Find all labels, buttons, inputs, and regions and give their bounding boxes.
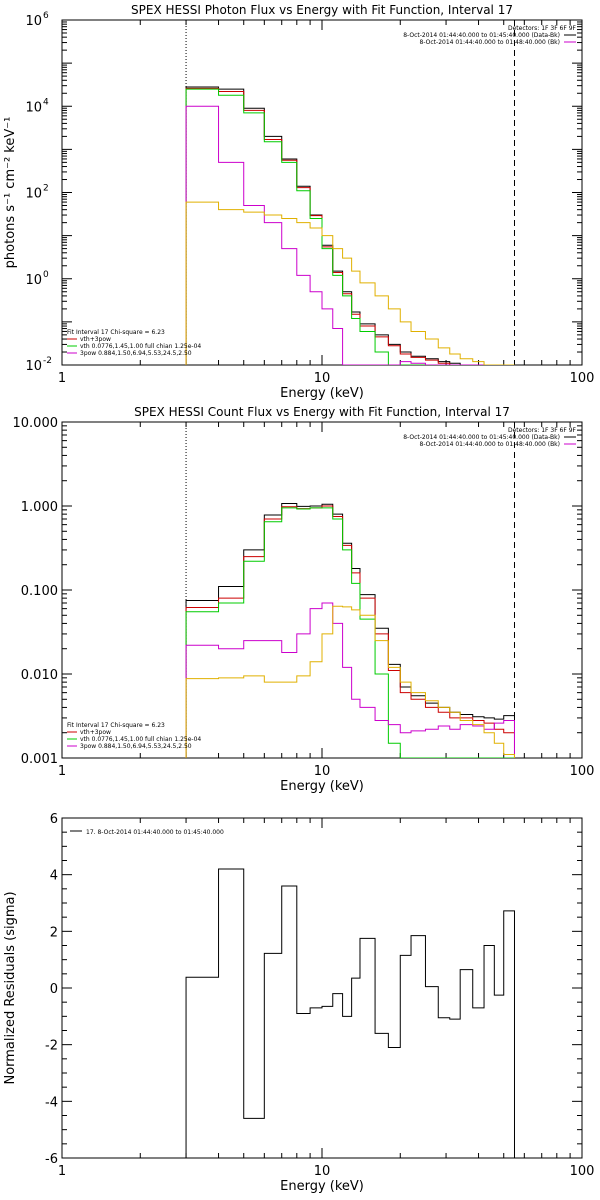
legend-top: Detectors: 1F 3F 6F 9F8-Oct-2014 01:44:4… (403, 25, 576, 46)
legend-top: Detectors: 1F 3F 6F 9F8-Oct-2014 01:44:4… (403, 427, 576, 448)
y-tick-label: 10 (25, 187, 42, 202)
fit-legend-header: Fit Interval 17 Chi-square = 6.23 (67, 329, 165, 336)
x-axis-ticks: 1 10 100 (58, 818, 595, 1179)
series-group (185, 86, 515, 365)
x-tick-label: 10 (314, 371, 331, 386)
x-axis-label: Energy (keV) (280, 386, 364, 401)
x-tick-label: 10 (314, 1164, 331, 1179)
y-tick-label: 6 (50, 812, 58, 827)
y-axis-ticks: -6 -4 -2 0 2 4 6 (45, 812, 582, 1167)
y-tick-label: 10 (25, 14, 42, 29)
y-axis-ticks: 0.001 0.010 0.100 1.000 10.000 (13, 416, 582, 767)
x-axis-label: Energy (keV) (280, 1179, 364, 1194)
x-axis-label: Energy (keV) (280, 779, 364, 794)
chart-title: SPEX HESSI Count Flux vs Energy with Fit… (134, 405, 510, 419)
chart-panel-3: 1 10 100 -6 -4 -2 0 2 4 6 Energy (keV) Normalized R… (3, 812, 594, 1194)
y-tick-label: -4 (45, 1095, 58, 1110)
y-tick-label: -2 (45, 1039, 58, 1054)
x-tick-label: 1 (58, 764, 66, 779)
plot-frame (61, 19, 583, 366)
x-tick-label: 1 (58, 371, 66, 386)
series-line-data (185, 86, 515, 365)
fit-legend-entry: vth+3pow (80, 336, 111, 343)
y-tick-label: 10 (25, 359, 42, 374)
legend-fit: Fit Interval 17 Chi-square = 6.23vth+3po… (67, 722, 201, 750)
y-tick-label-base: 10 (25, 100, 42, 115)
x-tick-label: 100 (570, 1164, 595, 1179)
y-tick-label: 10 (25, 273, 42, 288)
x-tick-label: 10 (314, 764, 331, 779)
legend-header: Detectors: 1F 3F 6F 9F (508, 427, 577, 434)
y-tick-label: 0.010 (21, 668, 58, 683)
legend-entry: 8-Oct-2014 01:44:40.000 to 01:45:40.000 … (403, 434, 560, 441)
y-axis-label: photons s⁻¹ cm⁻² keV⁻¹ (3, 117, 18, 269)
x-axis-ticks: 1 10 100 (58, 20, 595, 386)
y-axis-label: Normalized Residuals (sigma) (3, 891, 18, 1084)
y-tick-label: 2 (50, 925, 58, 940)
fit-legend-entry: 3pow 0.884,1.50,6.94,5.53,24.5,2.50 (80, 743, 192, 750)
y-tick-label-base: 10 (25, 273, 42, 288)
y-tick-label-base: 10 (25, 187, 42, 202)
series-group (185, 503, 515, 758)
fit-legend-entry: vth 0.0776,1.45,1.00 full chian 1.25e-04 (80, 343, 201, 350)
x-tick-label: 1 (58, 1164, 66, 1179)
y-tick-label-base: 10 (25, 359, 42, 374)
x-tick-label: 100 (570, 371, 595, 386)
series-line-vth (185, 88, 515, 365)
y-tick-label: 10 (25, 100, 42, 115)
y-tick-label-exponent: 6 (43, 11, 49, 21)
y-tick-label: -6 (45, 1152, 58, 1167)
series-line-data (185, 503, 515, 758)
series-line-3pow (185, 105, 515, 365)
series-line-total_fit (185, 87, 515, 365)
y-tick-label-exponent: 2 (43, 184, 49, 194)
y-tick-label: 0.001 (21, 752, 58, 767)
y-tick-label-exponent: 0 (43, 270, 49, 280)
y-tick-label: 10.000 (13, 416, 59, 431)
fit-legend-entry: vth+3pow (80, 729, 111, 736)
chart-title: SPEX HESSI Photon Flux vs Energy with Fi… (131, 3, 513, 17)
series-line-background (185, 605, 515, 758)
x-tick-label: 100 (570, 764, 595, 779)
legend-fit: Fit Interval 17 Chi-square = 6.23vth+3po… (67, 329, 201, 357)
series-line-3pow (185, 602, 515, 758)
y-tick-label: 4 (50, 869, 58, 884)
series-group (185, 868, 515, 1158)
legend-entry: 8-Oct-2014 01:44:40.000 to 01:48:40.000 … (420, 39, 561, 46)
legend-entry: 8-Oct-2014 01:44:40.000 to 01:48:40.000 … (420, 441, 561, 448)
legend-entry: 8-Oct-2014 01:44:40.000 to 01:45:40.000 … (403, 32, 560, 39)
plot-frame (61, 421, 583, 759)
series-line-data (185, 868, 515, 1158)
chart-panel-2: 1 10 100 0.001 0.010 0.100 1.000 10.000 SPEX HES… (13, 405, 595, 794)
legend-top: 17. 8-Oct-2014 01:44:40.000 to 01:45:40.… (70, 829, 224, 836)
y-tick-label-exponent: 4 (43, 97, 49, 107)
y-tick-label: 1.000 (21, 500, 58, 515)
series-line-vth (185, 507, 515, 758)
legend-header: Detectors: 1F 3F 6F 9F (508, 25, 577, 32)
legend-entry: 17. 8-Oct-2014 01:44:40.000 to 01:45:40.… (86, 829, 224, 836)
fit-legend-entry: vth 0.0776,1.45,1.00 full chian 1.25e-04 (80, 736, 201, 743)
fit-legend-header: Fit Interval 17 Chi-square = 6.23 (67, 722, 165, 729)
x-axis-ticks: 1 10 100 (58, 422, 595, 779)
y-tick-label-exponent: -2 (43, 356, 52, 366)
y-tick-label: 0.100 (21, 584, 58, 599)
fit-legend-entry: 3pow 0.884,1.50,6.94,5.53,24.5,2.50 (80, 350, 192, 357)
y-tick-label: 0 (50, 982, 58, 997)
series-line-background (185, 201, 515, 365)
y-tick-label-base: 10 (25, 14, 42, 29)
